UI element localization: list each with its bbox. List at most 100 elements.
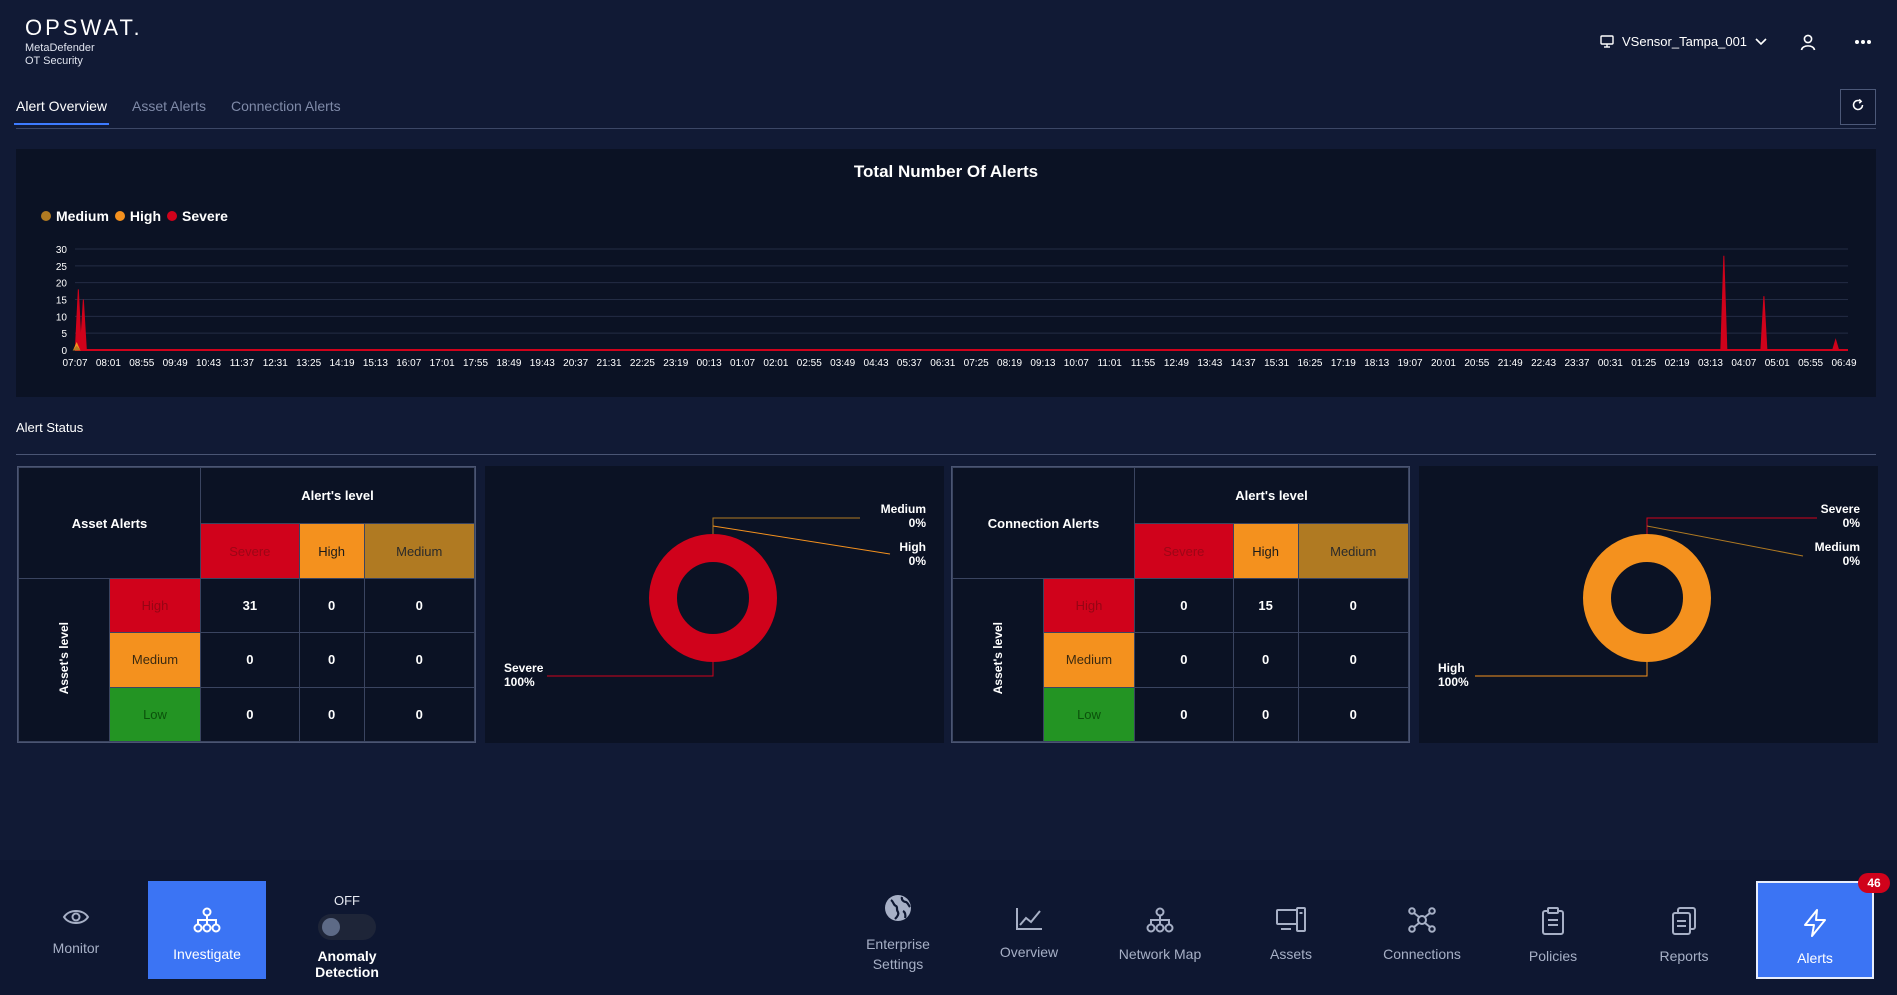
eye-icon [62,907,90,930]
x-tick-label: 00:31 [1598,358,1623,369]
brand-name: OPSWAT. [25,15,143,40]
x-tick-label: 11:37 [230,358,255,369]
asset-row-high: High [109,577,201,634]
x-tick-label: 16:07 [396,358,421,369]
label-name: Medium [880,502,926,516]
more-options-icon[interactable] [1852,31,1874,53]
x-tick-label: 23:19 [663,358,688,369]
nav-reports[interactable]: Reports [1625,881,1743,979]
connection-cell[interactable]: 0 [1134,686,1234,743]
nav-investigate[interactable]: Investigate [148,881,266,979]
user-icon[interactable] [1797,31,1819,53]
chart-legend: Medium High Severe [41,208,228,224]
connection-cell[interactable]: 0 [1297,632,1410,688]
series-point-severe [1760,296,1768,351]
asset-cell[interactable]: 0 [298,577,365,634]
connection-donut-label-medium: Medium 0% [1815,540,1860,568]
connection-cell[interactable]: 0 [1134,632,1234,688]
nav-reports-label: Reports [1659,948,1709,964]
series-point-severe [1831,338,1840,351]
leader-line-severe [1646,517,1817,534]
connection-cell[interactable]: 0 [1297,686,1410,743]
sensor-icon [1600,34,1614,49]
sensor-selector[interactable]: VSensor_Tampa_001 [1600,34,1767,49]
connection-row-medium: Medium [1043,632,1135,688]
refresh-button[interactable] [1840,89,1876,125]
x-tick-label: 10:07 [1064,358,1089,369]
connection-cell[interactable]: 0 [1232,632,1299,688]
alert-status-title: Alert Status [16,420,84,435]
opswat-logo: OPSWAT. MetaDefender OT Security [25,16,143,68]
nav-assets[interactable]: Assets [1232,881,1350,979]
enterprise-line2: Settings [872,956,924,972]
label-name: Medium [1814,540,1860,554]
nav-overview[interactable]: Overview [970,881,1088,979]
connection-cell[interactable]: 15 [1232,577,1299,634]
tab-connection-alerts[interactable]: Connection Alerts [230,98,341,114]
asset-row-low: Low [109,686,201,743]
connection-cell[interactable]: 0 [1297,577,1410,634]
label-pct: 0% [1842,554,1860,568]
series-point-medium [72,345,81,351]
nav-connections-label: Connections [1383,946,1461,962]
series-point-severe [79,299,87,351]
x-tick-label: 06:49 [1831,358,1856,369]
tab-asset-alerts[interactable]: Asset Alerts [132,98,206,114]
asset-cell[interactable]: 0 [200,686,300,743]
connection-cell[interactable]: 0 [1232,686,1299,743]
nav-overview-label: Overview [999,944,1059,960]
donut-slice-severe[interactable] [649,534,777,662]
nav-network-map[interactable]: Network Map [1101,881,1219,979]
asset-cell[interactable]: 0 [298,686,365,743]
asset-cell[interactable]: 0 [363,686,476,743]
clipboard-icon [1541,907,1565,938]
tabs-divider [16,128,1876,129]
legend-dot-medium [41,211,51,221]
donut-slice-high[interactable] [1583,534,1711,662]
legend-dot-high [114,211,125,221]
x-tick-label: 17:19 [1331,358,1356,369]
tab-alert-overview[interactable]: Alert Overview [13,98,110,125]
chart-title: Total Number Of Alerts [853,162,1039,181]
asset-matrix-title: Asset Alerts [18,467,201,579]
connection-cell[interactable]: 0 [1134,577,1234,634]
nav-policies[interactable]: Policies [1494,881,1612,979]
asset-cell[interactable]: 0 [298,632,365,688]
nav-alerts[interactable]: Alerts [1756,881,1874,979]
nav-network-map-label: Network Map [1118,946,1202,962]
x-tick-label: 19:43 [530,358,555,369]
leader-line-high [712,525,891,555]
asset-cell[interactable]: 31 [200,577,300,634]
x-tick-label: 21:31 [597,358,622,369]
legend-item-severe[interactable]: Severe [167,208,228,224]
nav-alerts-label: Alerts [1797,950,1833,966]
asset-cell[interactable]: 0 [363,632,476,688]
nav-enterprise-settings[interactable]: Enterprise Settings [839,881,957,979]
asset-col-high: High [298,523,365,579]
x-tick-label: 00:13 [697,358,722,369]
asset-cell[interactable]: 0 [363,577,476,634]
line-chart-icon [1015,907,1043,934]
lightning-icon [1802,909,1828,940]
x-tick-label: 05:37 [897,358,922,369]
legend-item-high[interactable]: High [114,208,161,224]
nav-investigate-label: Investigate [173,946,241,962]
nav-monitor-label: Monitor [52,940,100,956]
x-tick-label: 09:49 [163,358,188,369]
nav-connections[interactable]: Connections [1363,881,1481,979]
asset-cell[interactable]: 0 [200,632,300,688]
asset-col-medium: Medium [363,523,476,579]
connection-alerts-matrix: Connection Alerts Alert's level Severe H… [951,466,1410,743]
y-tick-label: 10 [56,312,68,323]
x-tick-label: 17:01 [430,358,455,369]
connections-icon [1408,907,1436,936]
x-tick-label: 18:49 [496,358,521,369]
x-tick-label: 07:07 [62,358,87,369]
nav-assets-label: Assets [1269,946,1312,962]
anomaly-detection-toggle[interactable] [318,914,376,940]
x-tick-label: 20:37 [563,358,588,369]
legend-item-medium[interactable]: Medium [41,208,109,224]
asset-donut-label-medium: Medium 0% [881,502,926,530]
nav-monitor[interactable]: Monitor [17,881,135,979]
x-tick-label: 05:55 [1798,358,1823,369]
